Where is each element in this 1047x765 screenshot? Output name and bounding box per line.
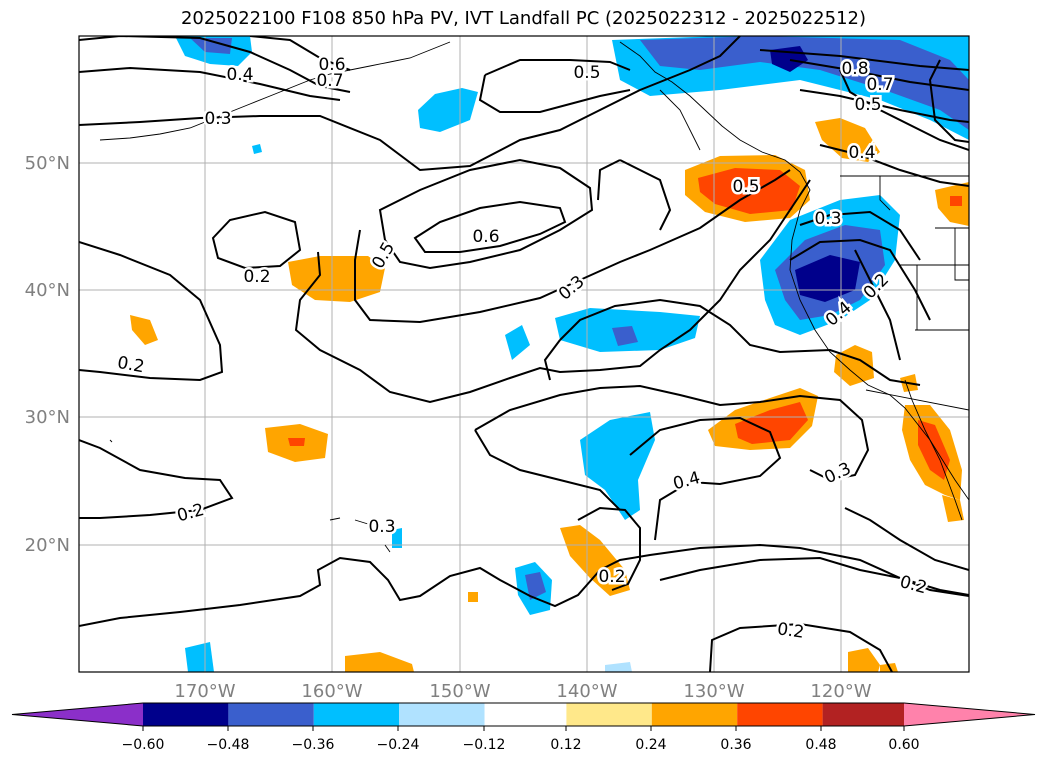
colorbar-tick-label: −0.48 (207, 737, 250, 753)
colorbar-segment (651, 703, 738, 726)
contour-label: 0.6 (318, 55, 345, 75)
colorbar: −0.60 −0.48 −0.36 −0.24 −0.12 0.12 0.24 … (11, 702, 1036, 753)
lat-tick-label: 20°N (25, 535, 70, 556)
colorbar-tick-label: 0.24 (635, 737, 666, 753)
colorbar-segment (737, 703, 823, 726)
colorbar-segment (143, 703, 229, 726)
map-title: 2025022100 F108 850 hPa PV, IVT Landfall… (180, 8, 867, 29)
colorbar-segment (228, 703, 314, 726)
contour-label: 0.5 (573, 63, 600, 83)
colorbar-ticks (142, 726, 905, 731)
contour-label: 0.6 (472, 227, 499, 247)
colorbar-tick-label: −0.36 (292, 737, 335, 753)
lat-tick-label: 30°N (25, 407, 70, 428)
contour-label: 0.8 (841, 59, 868, 79)
colorbar-segment (313, 703, 400, 726)
lat-tick-label: 40°N (25, 280, 70, 301)
lat-labels: 50°N 40°N 30°N 20°N (25, 153, 70, 556)
lon-labels: 170°W 160°W 150°W 140°W 130°W 120°W (174, 681, 871, 702)
colorbar-tick-label: −0.60 (122, 737, 165, 753)
contour-label: 0.5 (854, 95, 881, 115)
colorbar-tick-label: 0.60 (888, 737, 919, 753)
pv-contours (79, 36, 969, 672)
contour-label: 0.4 (226, 65, 253, 85)
map-area: 0.4 0.6 0.7 0.3 0.5 0.8 0.7 0.5 0.4 0.5 … (79, 36, 969, 672)
contour-label: 0.2 (243, 267, 270, 287)
lon-tick-label: 140°W (556, 681, 617, 702)
lon-tick-label: 160°W (301, 681, 362, 702)
contour-label: 0.3 (368, 517, 395, 537)
contour-label: 0.3 (204, 109, 231, 129)
colorbar-tick-label: 0.12 (550, 737, 581, 753)
colorbar-segment (822, 703, 904, 726)
lon-tick-label: 130°W (683, 681, 744, 702)
lat-tick-label: 50°N (25, 153, 70, 174)
contour-label: 0.7 (316, 71, 343, 91)
colorbar-segment (399, 703, 485, 726)
contour-label: 0.2 (776, 619, 806, 643)
colorbar-segment (484, 703, 567, 726)
colorbar-segment (566, 703, 652, 726)
map-frame (78, 35, 970, 673)
colorbar-extend-max (904, 703, 1035, 726)
colorbar-extend-min (12, 703, 143, 726)
colorbar-tick-label: −0.24 (377, 737, 420, 753)
colorbar-tick-label: 0.48 (805, 737, 836, 753)
contour-label: 0.7 (866, 75, 893, 95)
lon-tick-label: 150°W (429, 681, 490, 702)
lon-tick-label: 170°W (174, 681, 235, 702)
contour-label: 0.4 (848, 143, 875, 163)
contour-label: 0.2 (598, 567, 625, 587)
coastlines (99, 41, 969, 553)
colorbar-tick-label: 0.36 (720, 737, 751, 753)
colorbar-tick-label: −0.12 (463, 737, 506, 753)
lon-tick-label: 120°W (810, 681, 871, 702)
contour-label: 0.5 (732, 177, 759, 197)
contour-label: 0.3 (814, 209, 841, 229)
